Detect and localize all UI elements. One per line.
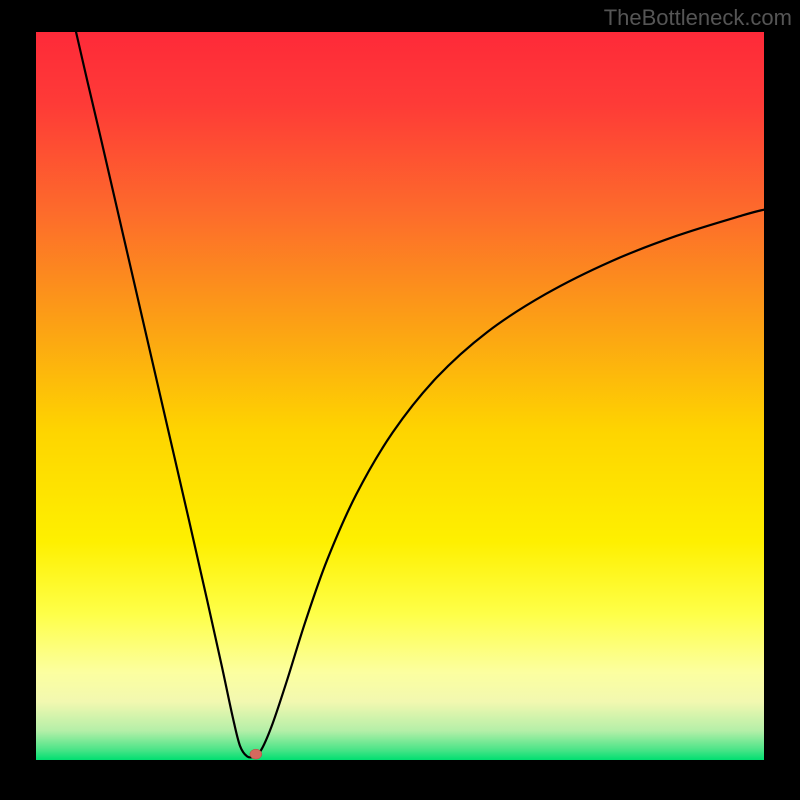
watermark-text: TheBottleneck.com (604, 5, 792, 31)
plot-background (36, 32, 764, 760)
chart-container: TheBottleneck.com (0, 0, 800, 800)
bottleneck-chart (0, 0, 800, 800)
minimum-marker (250, 749, 262, 759)
